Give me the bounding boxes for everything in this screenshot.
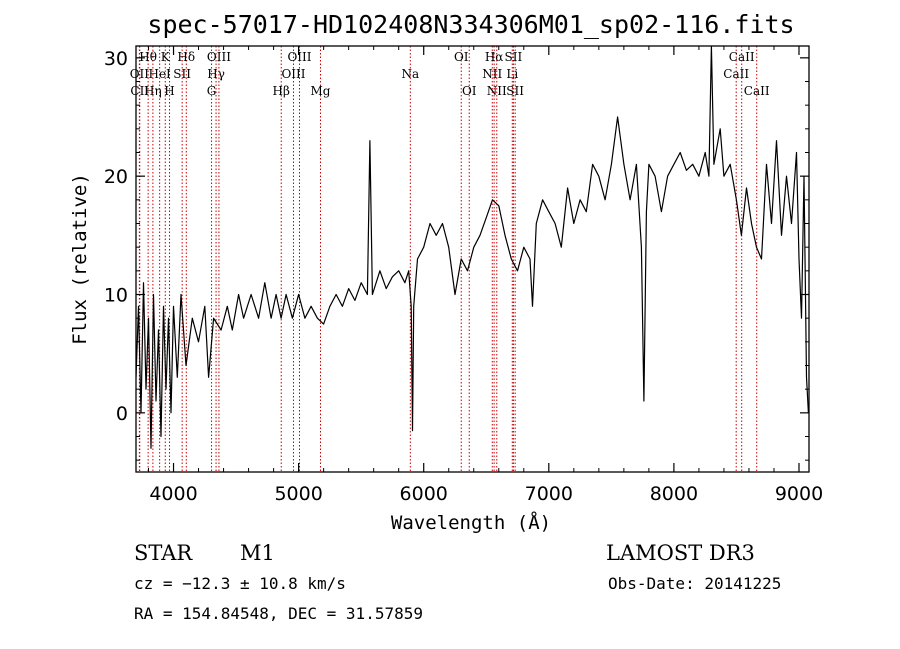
spectral-line-label: Hγ [207, 67, 225, 81]
series-layer [136, 46, 809, 449]
obs-date: Obs-Date: 20141225 [608, 574, 781, 593]
spectral-line-label: Na [402, 67, 420, 81]
spectral-line-label: CaII [729, 50, 755, 64]
x-axis-label: Wavelength (Å) [391, 511, 551, 534]
spectral-line-label: SII [173, 67, 191, 81]
object-type: STAR [134, 541, 193, 565]
spectral-line-label: OI [454, 50, 469, 64]
spectral-line-label: G [207, 84, 217, 98]
axis-ticks: 4000 5000 6000 7000 8000 9000 0 10 20 30 [104, 46, 823, 505]
spectral-line-label: CaII [744, 84, 770, 98]
spectral-line-label: Hθ [139, 50, 157, 64]
spectral-line-label: NII [487, 84, 507, 98]
spectral-line-label: Hα [485, 50, 504, 64]
spectral-line-label: OIII [287, 50, 311, 64]
spectral-line-label: Hβ [273, 84, 290, 98]
x-tick-label: 7000 [525, 483, 573, 505]
spectral-line-label: H [164, 84, 174, 98]
y-axis-label: Flux (relative) [69, 173, 91, 345]
spectral-line-label: OIII [207, 50, 231, 64]
redshift-cz: cz = −12.3 ± 10.8 km/s [134, 574, 346, 593]
x-tick-label: 4000 [149, 483, 197, 505]
spectral-line-label: Mg [311, 84, 331, 98]
spectral-line-label: NII [482, 67, 502, 81]
survey-name: LAMOST DR3 [606, 541, 755, 565]
spectral-line-label: K [161, 50, 171, 64]
plot-frame [135, 45, 810, 473]
spectral-line-label: OI [462, 84, 477, 98]
y-tick-label: 30 [104, 48, 128, 70]
spectral-line-label: SII [505, 50, 523, 64]
spectral-line-label: CII [130, 84, 149, 98]
y-tick-label: 0 [116, 403, 128, 425]
y-tick-label: 10 [104, 285, 128, 307]
spectrum-series-line [136, 46, 809, 449]
x-tick-label: 5000 [274, 483, 322, 505]
spectral-line-label: Li [506, 67, 518, 81]
spectral-line-label: Hη [144, 84, 162, 98]
spectral-line-label: OII [130, 67, 150, 81]
x-tick-label: 8000 [650, 483, 698, 505]
spectral-line-label: OIII [281, 67, 305, 81]
chart-title: spec-57017-HD102408N334306M01_sp02-116.f… [147, 10, 794, 39]
x-tick-label: 9000 [775, 483, 823, 505]
spectral-line-label: SII [506, 84, 524, 98]
spectral-line-label: Hδ [177, 50, 195, 64]
spectral-line-label: CaII [723, 67, 749, 81]
y-tick-label: 20 [104, 166, 128, 188]
x-tick-label: 6000 [400, 483, 448, 505]
ra-dec-coords: RA = 154.84548, DEC = 31.57859 [134, 604, 423, 623]
spectral-line-markers [138, 46, 758, 472]
object-subclass: M1 [240, 541, 275, 565]
spectral-line-label: HeI [148, 67, 171, 81]
